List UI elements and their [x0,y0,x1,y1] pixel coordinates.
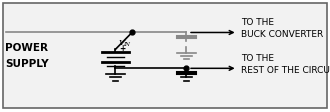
Text: SUPPLY: SUPPLY [5,59,49,69]
Text: POWER: POWER [5,43,48,53]
Text: IN: IN [123,42,130,47]
Text: TO THE: TO THE [241,54,274,63]
Text: TO THE: TO THE [241,18,274,27]
FancyBboxPatch shape [3,3,327,108]
Text: REST OF THE CIRCUITRY: REST OF THE CIRCUITRY [241,66,330,75]
Text: V: V [118,39,124,47]
Text: BUCK CONVERTER: BUCK CONVERTER [241,30,323,39]
Text: +: + [119,44,126,53]
